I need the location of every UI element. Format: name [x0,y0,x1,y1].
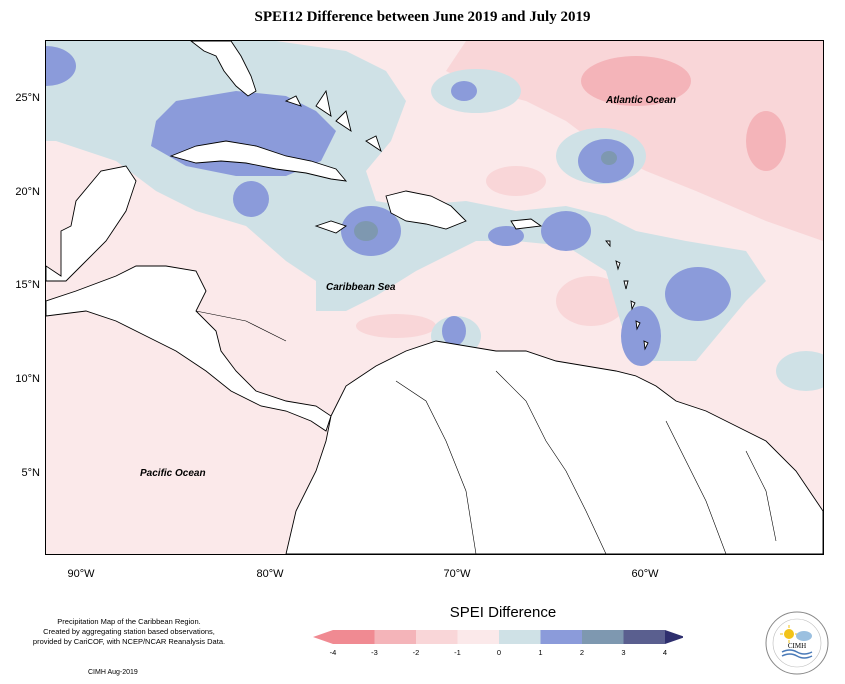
legend-swatch [333,630,375,644]
legend-tick-label: 0 [496,648,502,657]
south-america [285,340,823,554]
legend-tick-label: 4 [662,648,668,657]
x-tick-label: 80°W [256,568,284,580]
light-blue-region [776,351,823,391]
x-tick-label: 90°W [67,568,95,580]
legend-swatch [416,630,458,644]
pacific-ocean-label: Pacific Ocean [140,468,206,479]
pink-region [356,314,436,338]
pink-region [486,166,546,196]
cuba [169,140,348,182]
borders [195,310,777,554]
legend-swatch [499,630,541,644]
legend-tick-label: -1 [454,648,461,657]
blue-region [233,181,269,217]
legend-title: SPEI Difference [449,604,557,621]
legend-swatch [457,630,499,644]
logo-text: CIMH [788,642,806,650]
y-tick-label: 5°N [21,467,40,479]
credit-date: CIMH Aug-2019 [88,669,138,676]
spei-map [46,41,823,554]
legend-tick-label: -3 [371,648,378,657]
jamaica [314,220,347,234]
y-tick-label: 20°N [15,186,40,198]
legend-swatch [623,630,665,644]
hispaniola [385,190,467,230]
pink-region [581,56,691,106]
blue-region [541,211,591,251]
map-credit: Precipitation Map of the Caribbean Regio… [24,617,234,647]
legend-tick-label: 2 [579,648,585,657]
x-tick-label: 60°W [631,568,659,580]
credit-line: Created by aggregating station based obs… [43,627,215,636]
blue-region [665,267,731,321]
cimh-logo: CIMH [765,611,829,675]
x-tick-label: 70°W [443,568,471,580]
pink-region [746,111,786,171]
atlantic-ocean-label: Atlantic Ocean [606,95,677,106]
central-america [46,165,137,282]
legend-swatch [540,630,582,644]
coastlines [46,41,823,554]
map-panel: Atlantic Ocean Caribbean Sea Pacific Oce… [45,40,824,555]
central-america [46,265,332,432]
blue-region [46,46,76,86]
puerto-rico [510,218,543,230]
legend-arrow-low [313,630,333,644]
blue-region [488,226,524,246]
y-tick-label: 25°N [15,92,40,104]
y-tick-label: 15°N [15,279,40,291]
legend-tick-label: 1 [538,648,543,657]
y-tick-label: 10°N [15,373,40,385]
blue-region [442,316,466,346]
legend-swatch [374,630,416,644]
legend-swatch [582,630,624,644]
blue-region [621,306,661,366]
blue-region [601,151,617,165]
caribbean-sea-label: Caribbean Sea [326,282,396,293]
bahamas [284,89,382,153]
credit-line: Precipitation Map of the Caribbean Regio… [57,617,201,626]
legend-arrow-high [665,630,683,644]
legend-colorbar [313,630,683,644]
legend-tick-label: 3 [621,648,626,657]
map-title: SPEI12 Difference between June 2019 and … [254,9,591,25]
legend-tick-label: -2 [412,648,420,657]
blue-region [451,81,477,101]
lesser-antilles [605,240,649,351]
florida [190,41,257,97]
blue-region [354,221,378,241]
pink-region [556,276,626,326]
credit-line: provided by CariCOF, with NCEP/NCAR Rean… [32,637,226,646]
legend-tick-label: -4 [329,648,337,657]
